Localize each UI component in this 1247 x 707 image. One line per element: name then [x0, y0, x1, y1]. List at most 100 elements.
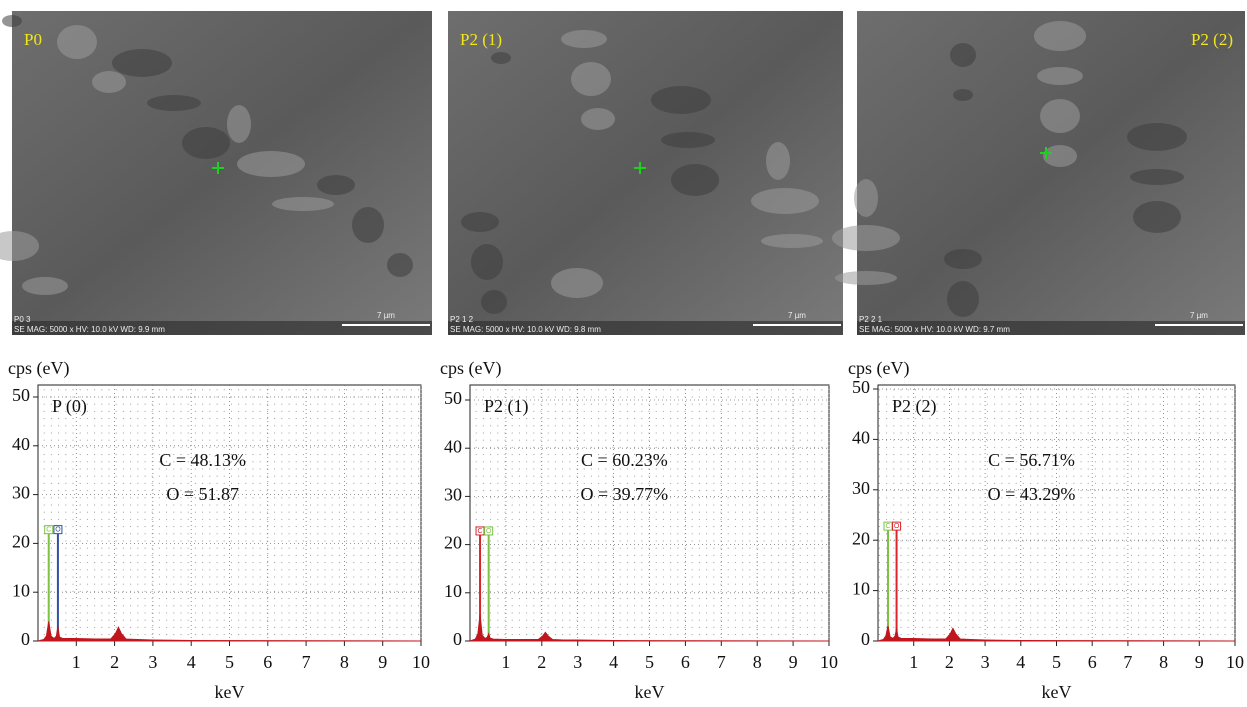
- y-tick-label: 40: [444, 436, 462, 456]
- y-tick-label: 50: [444, 388, 462, 408]
- x-tick-label: 6: [1088, 652, 1097, 672]
- sem-feature: [947, 281, 979, 317]
- image-label: P2 (2): [1191, 30, 1233, 49]
- sem-image: [857, 11, 1245, 335]
- y-tick-label: 40: [12, 434, 30, 454]
- sem-feature: [471, 244, 503, 280]
- x-tick-label: 6: [263, 652, 272, 672]
- x-tick-label: 10: [412, 652, 430, 672]
- annotation: C = 56.71%: [988, 450, 1075, 470]
- x-tick-label: 1: [72, 652, 81, 672]
- annotation: O = 39.77%: [581, 484, 669, 504]
- annotation: O = 43.29%: [988, 484, 1076, 504]
- x-axis-label: keV: [635, 682, 665, 702]
- sem-feature: [1034, 21, 1086, 51]
- x-tick-label: 7: [302, 652, 311, 672]
- sem-feature: [461, 212, 499, 232]
- sem-feature: [751, 188, 819, 214]
- sem-feature: [571, 62, 611, 96]
- figure: P0P0 3SE MAG: 5000 x HV: 10.0 kV WD: 9.9…: [0, 0, 1247, 702]
- x-tick-label: 5: [645, 652, 654, 672]
- element-label: C: [46, 526, 51, 533]
- y-tick-label: 30: [444, 485, 462, 505]
- y-tick-label: 40: [852, 428, 870, 448]
- sem-feature: [661, 132, 715, 148]
- image-info: SE MAG: 5000 x HV: 10.0 kV WD: 9.9 mm: [14, 325, 165, 334]
- element-label: O: [55, 526, 61, 533]
- x-tick-label: 10: [1226, 652, 1244, 672]
- annotation: O = 51.87: [166, 484, 239, 504]
- x-tick-label: 3: [573, 652, 582, 672]
- sem-feature: [551, 268, 603, 298]
- sem-feature: [182, 127, 230, 159]
- x-tick-label: 9: [1195, 652, 1204, 672]
- panel-title: P2 (1): [484, 396, 529, 417]
- annotation: C = 48.13%: [159, 450, 246, 470]
- y-tick-label: 30: [12, 483, 30, 503]
- scale-label: 7 µm: [788, 311, 806, 320]
- y-axis-label: cps (eV): [848, 358, 909, 379]
- image-id: P2 1 2: [450, 315, 474, 324]
- sem-feature: [112, 49, 172, 77]
- sem-feature: [766, 142, 790, 180]
- x-tick-label: 2: [945, 652, 954, 672]
- x-axis-label: keV: [215, 682, 245, 702]
- sem-feature: [835, 271, 897, 285]
- y-tick-label: 0: [21, 629, 30, 649]
- sem-feature: [581, 108, 615, 130]
- sem-feature: [1040, 99, 1080, 133]
- sem-feature: [481, 290, 507, 314]
- y-tick-label: 30: [852, 478, 870, 498]
- element-label: O: [486, 528, 492, 535]
- sem-feature: [387, 253, 413, 277]
- sem-feature: [561, 30, 607, 48]
- scale-label: 7 µm: [377, 311, 395, 320]
- image-info: SE MAG: 5000 x HV: 10.0 kV WD: 9.7 mm: [859, 325, 1010, 334]
- sem-feature: [57, 25, 97, 59]
- image-info: SE MAG: 5000 x HV: 10.0 kV WD: 9.8 mm: [450, 325, 601, 334]
- x-axis-label: keV: [1042, 682, 1072, 702]
- sem-feature: [272, 197, 334, 211]
- panel-title: P (0): [52, 396, 87, 417]
- x-tick-label: 2: [537, 652, 546, 672]
- sem-feature: [317, 175, 355, 195]
- x-tick-label: 9: [378, 652, 387, 672]
- sem-feature: [491, 52, 511, 64]
- y-tick-label: 50: [852, 377, 870, 397]
- image-id: P2 2 1: [859, 315, 883, 324]
- sem-feature: [2, 15, 22, 27]
- y-tick-label: 20: [852, 528, 870, 548]
- x-tick-label: 9: [789, 652, 798, 672]
- sem-feature: [761, 234, 823, 248]
- sem-feature: [22, 277, 68, 295]
- sem-feature: [352, 207, 384, 243]
- sem-feature: [854, 179, 878, 217]
- y-tick-label: 10: [444, 581, 462, 601]
- element-label: O: [894, 523, 900, 530]
- x-tick-label: 1: [909, 652, 918, 672]
- y-axis-label: cps (eV): [8, 358, 69, 379]
- y-tick-label: 50: [12, 385, 30, 405]
- x-tick-label: 3: [148, 652, 157, 672]
- element-label: C: [885, 523, 890, 530]
- sem-feature: [651, 86, 711, 114]
- x-tick-label: 4: [187, 652, 196, 672]
- x-tick-label: 7: [1123, 652, 1132, 672]
- y-tick-label: 20: [444, 533, 462, 553]
- sem-feature: [147, 95, 201, 111]
- x-tick-label: 7: [717, 652, 726, 672]
- sem-feature: [1127, 123, 1187, 151]
- image-label: P2 (1): [460, 30, 502, 49]
- scale-label: 7 µm: [1190, 311, 1208, 320]
- sem-feature: [1133, 201, 1181, 233]
- sem-feature: [944, 249, 982, 269]
- x-tick-label: 8: [340, 652, 349, 672]
- sem-feature: [953, 89, 973, 101]
- x-tick-label: 5: [1052, 652, 1061, 672]
- sem-feature: [237, 151, 305, 177]
- x-tick-label: 2: [110, 652, 119, 672]
- sem-feature: [832, 225, 900, 251]
- x-tick-label: 4: [609, 652, 618, 672]
- y-tick-label: 10: [852, 579, 870, 599]
- y-tick-label: 10: [12, 580, 30, 600]
